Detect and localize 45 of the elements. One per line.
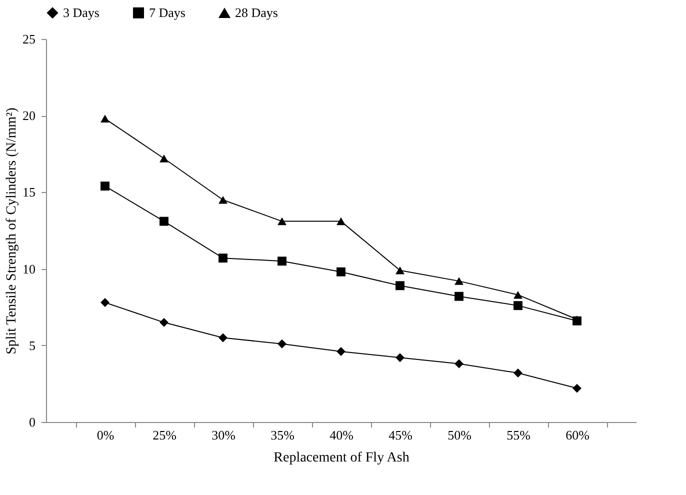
x-axis-title: Replacement of Fly Ash <box>274 450 410 466</box>
x-tick-label: 60% <box>566 428 590 442</box>
point <box>336 217 346 226</box>
point <box>514 368 522 378</box>
point <box>278 339 286 348</box>
point <box>454 292 464 301</box>
point <box>160 154 168 162</box>
point <box>100 182 110 191</box>
point <box>278 217 286 226</box>
y-tick-label: 15 <box>22 184 36 200</box>
point <box>218 254 228 263</box>
point <box>100 298 110 307</box>
x-tick-label: 0% <box>96 428 114 442</box>
point <box>336 267 346 276</box>
y-tick-label: 20 <box>22 108 36 124</box>
y-tick-label: 10 <box>22 261 36 276</box>
point <box>396 353 404 362</box>
point <box>454 277 464 285</box>
y-tick-label: 0 <box>29 414 36 430</box>
point <box>396 281 404 290</box>
point <box>160 318 168 327</box>
point <box>572 384 582 393</box>
point <box>514 301 522 310</box>
legend-label: 28 Days <box>235 5 278 20</box>
point <box>514 290 522 299</box>
point <box>218 333 228 342</box>
x-tick-label: 55% <box>506 428 531 442</box>
y-tick-label: 5 <box>29 338 36 353</box>
point <box>278 256 286 266</box>
point <box>336 347 346 356</box>
y-tick-label: 25 <box>22 32 36 46</box>
x-tick-label: 25% <box>152 428 177 442</box>
point <box>454 359 464 368</box>
point <box>100 114 110 123</box>
x-tick-label: 40% <box>330 428 354 442</box>
point <box>160 216 168 226</box>
legend-label: 7 Days <box>149 4 186 20</box>
x-tick-label: 35% <box>270 428 295 442</box>
point <box>396 266 404 274</box>
legend-label: 3 Days <box>63 4 100 20</box>
x-tick-label: 45% <box>388 428 413 442</box>
x-tick-label: 30% <box>212 428 236 442</box>
y-axis-title: Split Tensile Strength of Cylinders (N/mm²) <box>4 107 20 354</box>
x-tick-label: 50% <box>448 428 472 442</box>
point <box>218 196 228 204</box>
